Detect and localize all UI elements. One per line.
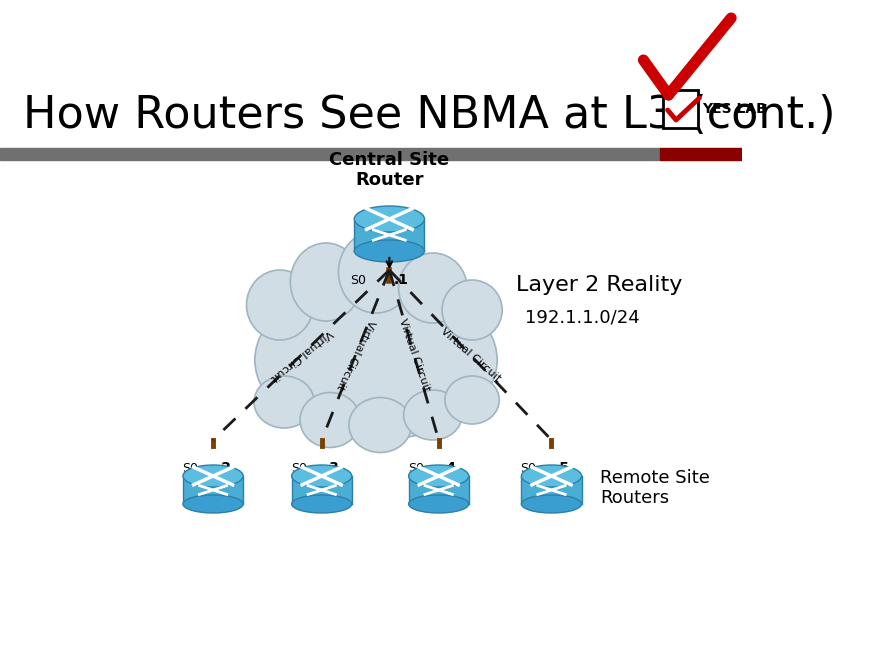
Ellipse shape [183,495,243,513]
Ellipse shape [521,465,582,487]
Ellipse shape [399,253,467,323]
Bar [291,476,352,504]
Text: .4: .4 [442,461,457,475]
Text: .3: .3 [325,461,340,475]
Ellipse shape [354,240,424,262]
Ellipse shape [521,495,582,513]
Bar [660,148,742,160]
Text: .5: .5 [555,461,570,475]
Bar [662,90,698,128]
Ellipse shape [445,376,499,424]
Text: S0: S0 [290,462,306,474]
Ellipse shape [290,243,361,321]
Ellipse shape [408,465,469,487]
Text: Virtual Circuit: Virtual Circuit [268,327,334,383]
Text: Virtual Circuit: Virtual Circuit [439,326,503,384]
Ellipse shape [442,280,503,340]
Bar [0,148,660,160]
Ellipse shape [247,270,313,340]
Ellipse shape [291,495,352,513]
Ellipse shape [254,376,314,428]
Ellipse shape [300,392,361,448]
Text: S0: S0 [182,462,198,474]
Ellipse shape [255,280,497,440]
Text: S0: S0 [408,462,424,474]
Bar [183,476,243,504]
Text: S0: S0 [350,273,366,287]
Text: YES LAB: YES LAB [702,102,766,116]
Ellipse shape [408,495,469,513]
Ellipse shape [349,398,411,452]
Text: Layer 2 Reality: Layer 2 Reality [517,275,683,295]
Text: 192.1.1.0/24: 192.1.1.0/24 [525,309,639,327]
Ellipse shape [403,390,462,440]
Bar [354,219,424,251]
Ellipse shape [354,206,424,232]
Text: .2: .2 [217,461,232,475]
Text: Virtual Circuit: Virtual Circuit [397,317,432,393]
Ellipse shape [338,231,414,313]
Ellipse shape [291,465,352,487]
Bar [408,476,469,504]
Text: Virtual Circuit: Virtual Circuit [335,318,377,392]
Text: Central Site
Router: Central Site Router [329,151,449,189]
Ellipse shape [183,465,243,487]
Text: S0: S0 [520,462,536,474]
Text: Remote Site
Routers: Remote Site Routers [600,469,710,508]
Text: .1: .1 [393,273,408,287]
Text: How Routers See NBMA at L3 (cont.): How Routers See NBMA at L3 (cont.) [23,93,836,137]
Bar [521,476,582,504]
